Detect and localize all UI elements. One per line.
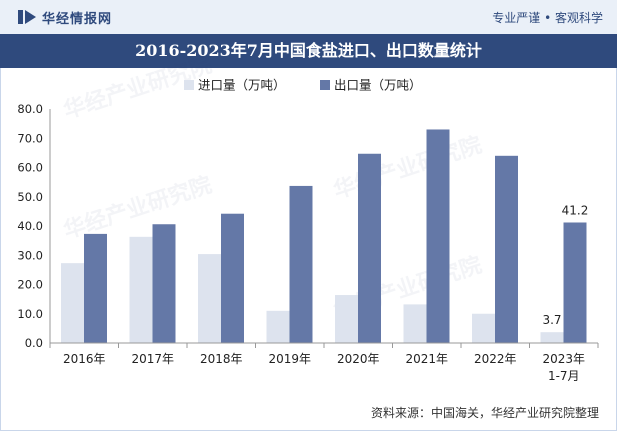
export-bar bbox=[221, 213, 244, 343]
x-tick-label: 2020年 bbox=[337, 352, 380, 366]
x-tick-label: 2023年 bbox=[542, 352, 585, 366]
x-tick-label: 2022年 bbox=[474, 352, 517, 366]
export-bar bbox=[152, 224, 176, 343]
x-tick-label: 2019年 bbox=[268, 352, 311, 366]
y-tick-label: 80.0 bbox=[17, 102, 43, 116]
import-bar bbox=[335, 295, 358, 343]
x-tick-label: 2018年 bbox=[200, 352, 243, 366]
tagline: 专业严谨 • 客观科学 bbox=[492, 11, 603, 25]
export-bar bbox=[358, 153, 381, 343]
title-bar bbox=[0, 34, 617, 68]
data-label: 3.7 bbox=[542, 313, 561, 327]
import-bar bbox=[266, 310, 290, 343]
y-tick-label: 40.0 bbox=[17, 219, 43, 233]
y-tick-label: 30.0 bbox=[17, 248, 43, 262]
export-bar bbox=[563, 222, 587, 343]
export-bar bbox=[84, 233, 107, 343]
huajing-logo-icon bbox=[18, 10, 36, 24]
x-tick-label: 2016年 bbox=[63, 352, 106, 366]
brand-name: 华经情报网 bbox=[42, 12, 113, 27]
x-tick-label: 2017年 bbox=[131, 352, 174, 366]
import-bar bbox=[403, 304, 427, 343]
x-axis: 2016年 2017年 2018年 2019年 2020年 2021年 2022年 2023年… bbox=[49, 342, 599, 383]
x-tick-label: 2021年 bbox=[405, 352, 448, 366]
y-tick-label: 70.0 bbox=[17, 131, 43, 145]
data-label: 41.2 bbox=[562, 203, 589, 217]
source-note: 资料来源：中国海关，华经产业研究院整理 bbox=[370, 406, 599, 420]
data-labels: 3.7 41.2 bbox=[542, 203, 588, 327]
export-bar bbox=[495, 155, 518, 343]
export-bar bbox=[289, 185, 313, 343]
legend-swatch bbox=[320, 80, 330, 90]
import-bar bbox=[472, 313, 495, 343]
legend-label: 进口量（万吨） bbox=[198, 78, 286, 93]
legend-swatch bbox=[184, 80, 194, 90]
chart-title: 2016-2023年7月中国食盐进口、出口数量统计 bbox=[135, 41, 482, 60]
import-bar bbox=[198, 254, 221, 343]
y-tick-label: 10.0 bbox=[17, 307, 43, 321]
import-bar bbox=[61, 263, 84, 343]
import-bar bbox=[540, 332, 564, 343]
export-bar bbox=[426, 129, 450, 343]
y-tick-label: 50.0 bbox=[17, 190, 43, 204]
import-bar bbox=[129, 236, 153, 343]
y-tick-label: 60.0 bbox=[17, 161, 43, 175]
x-tick-label: 1-7月 bbox=[548, 369, 580, 383]
y-axis: 0.0 10.0 20.0 30.0 40.0 50.0 60.0 70.0 80.0 bbox=[17, 102, 51, 350]
y-tick-label: 0.0 bbox=[25, 336, 43, 350]
bars bbox=[61, 129, 587, 343]
legend-label: 出口量（万吨） bbox=[334, 78, 422, 93]
legend: 进口量（万吨） 出口量（万吨） bbox=[184, 78, 422, 93]
y-tick-label: 20.0 bbox=[17, 278, 43, 292]
header-bar bbox=[0, 0, 617, 34]
